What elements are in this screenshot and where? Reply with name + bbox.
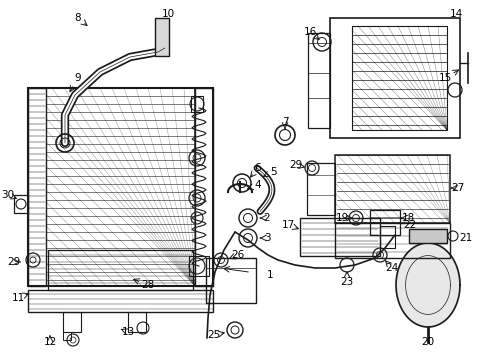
Bar — [128, 312, 146, 332]
Bar — [370, 210, 400, 235]
Text: 22: 22 — [403, 220, 416, 230]
Text: 14: 14 — [449, 9, 463, 19]
Text: 20: 20 — [421, 337, 435, 347]
Bar — [195, 88, 213, 286]
Bar — [307, 163, 335, 215]
Bar — [300, 218, 380, 256]
Text: 13: 13 — [122, 327, 135, 337]
Text: 7: 7 — [282, 117, 288, 127]
Bar — [48, 250, 193, 290]
Text: 3: 3 — [264, 233, 270, 243]
Polygon shape — [396, 243, 460, 327]
Bar — [189, 256, 209, 276]
Text: 15: 15 — [439, 73, 452, 83]
Bar — [206, 258, 256, 303]
Text: 4: 4 — [255, 180, 261, 190]
Text: 25: 25 — [207, 330, 220, 340]
Text: 9: 9 — [74, 73, 81, 83]
Text: 29: 29 — [7, 257, 21, 267]
Bar — [352, 26, 447, 130]
Text: 6: 6 — [255, 163, 261, 173]
Text: 8: 8 — [74, 13, 81, 23]
Text: 16: 16 — [303, 27, 317, 37]
Bar — [335, 223, 450, 258]
Bar — [335, 155, 450, 223]
Bar — [63, 312, 81, 332]
Text: 24: 24 — [385, 263, 399, 273]
Text: 27: 27 — [451, 183, 465, 193]
Text: 12: 12 — [44, 337, 57, 347]
Text: 23: 23 — [341, 277, 354, 287]
Text: 29: 29 — [290, 160, 303, 170]
Bar — [28, 88, 46, 286]
Text: 18: 18 — [401, 213, 415, 223]
Text: 11: 11 — [11, 293, 24, 303]
Text: 19: 19 — [335, 213, 348, 223]
Text: 10: 10 — [161, 9, 174, 19]
Text: 28: 28 — [142, 280, 155, 290]
Bar — [191, 96, 203, 112]
Text: 17: 17 — [281, 220, 294, 230]
Text: 21: 21 — [460, 233, 473, 243]
Text: 30: 30 — [1, 190, 15, 200]
Bar — [155, 18, 169, 56]
Text: 26: 26 — [231, 250, 245, 260]
Text: 5: 5 — [270, 167, 276, 177]
Bar — [380, 226, 395, 248]
Text: 1: 1 — [267, 270, 273, 280]
Bar — [28, 88, 213, 286]
Bar — [409, 229, 447, 243]
Bar — [63, 332, 71, 340]
Text: 2: 2 — [264, 213, 270, 223]
Bar — [14, 195, 28, 213]
Bar — [308, 33, 330, 128]
Bar — [28, 290, 213, 312]
Bar — [330, 18, 460, 138]
